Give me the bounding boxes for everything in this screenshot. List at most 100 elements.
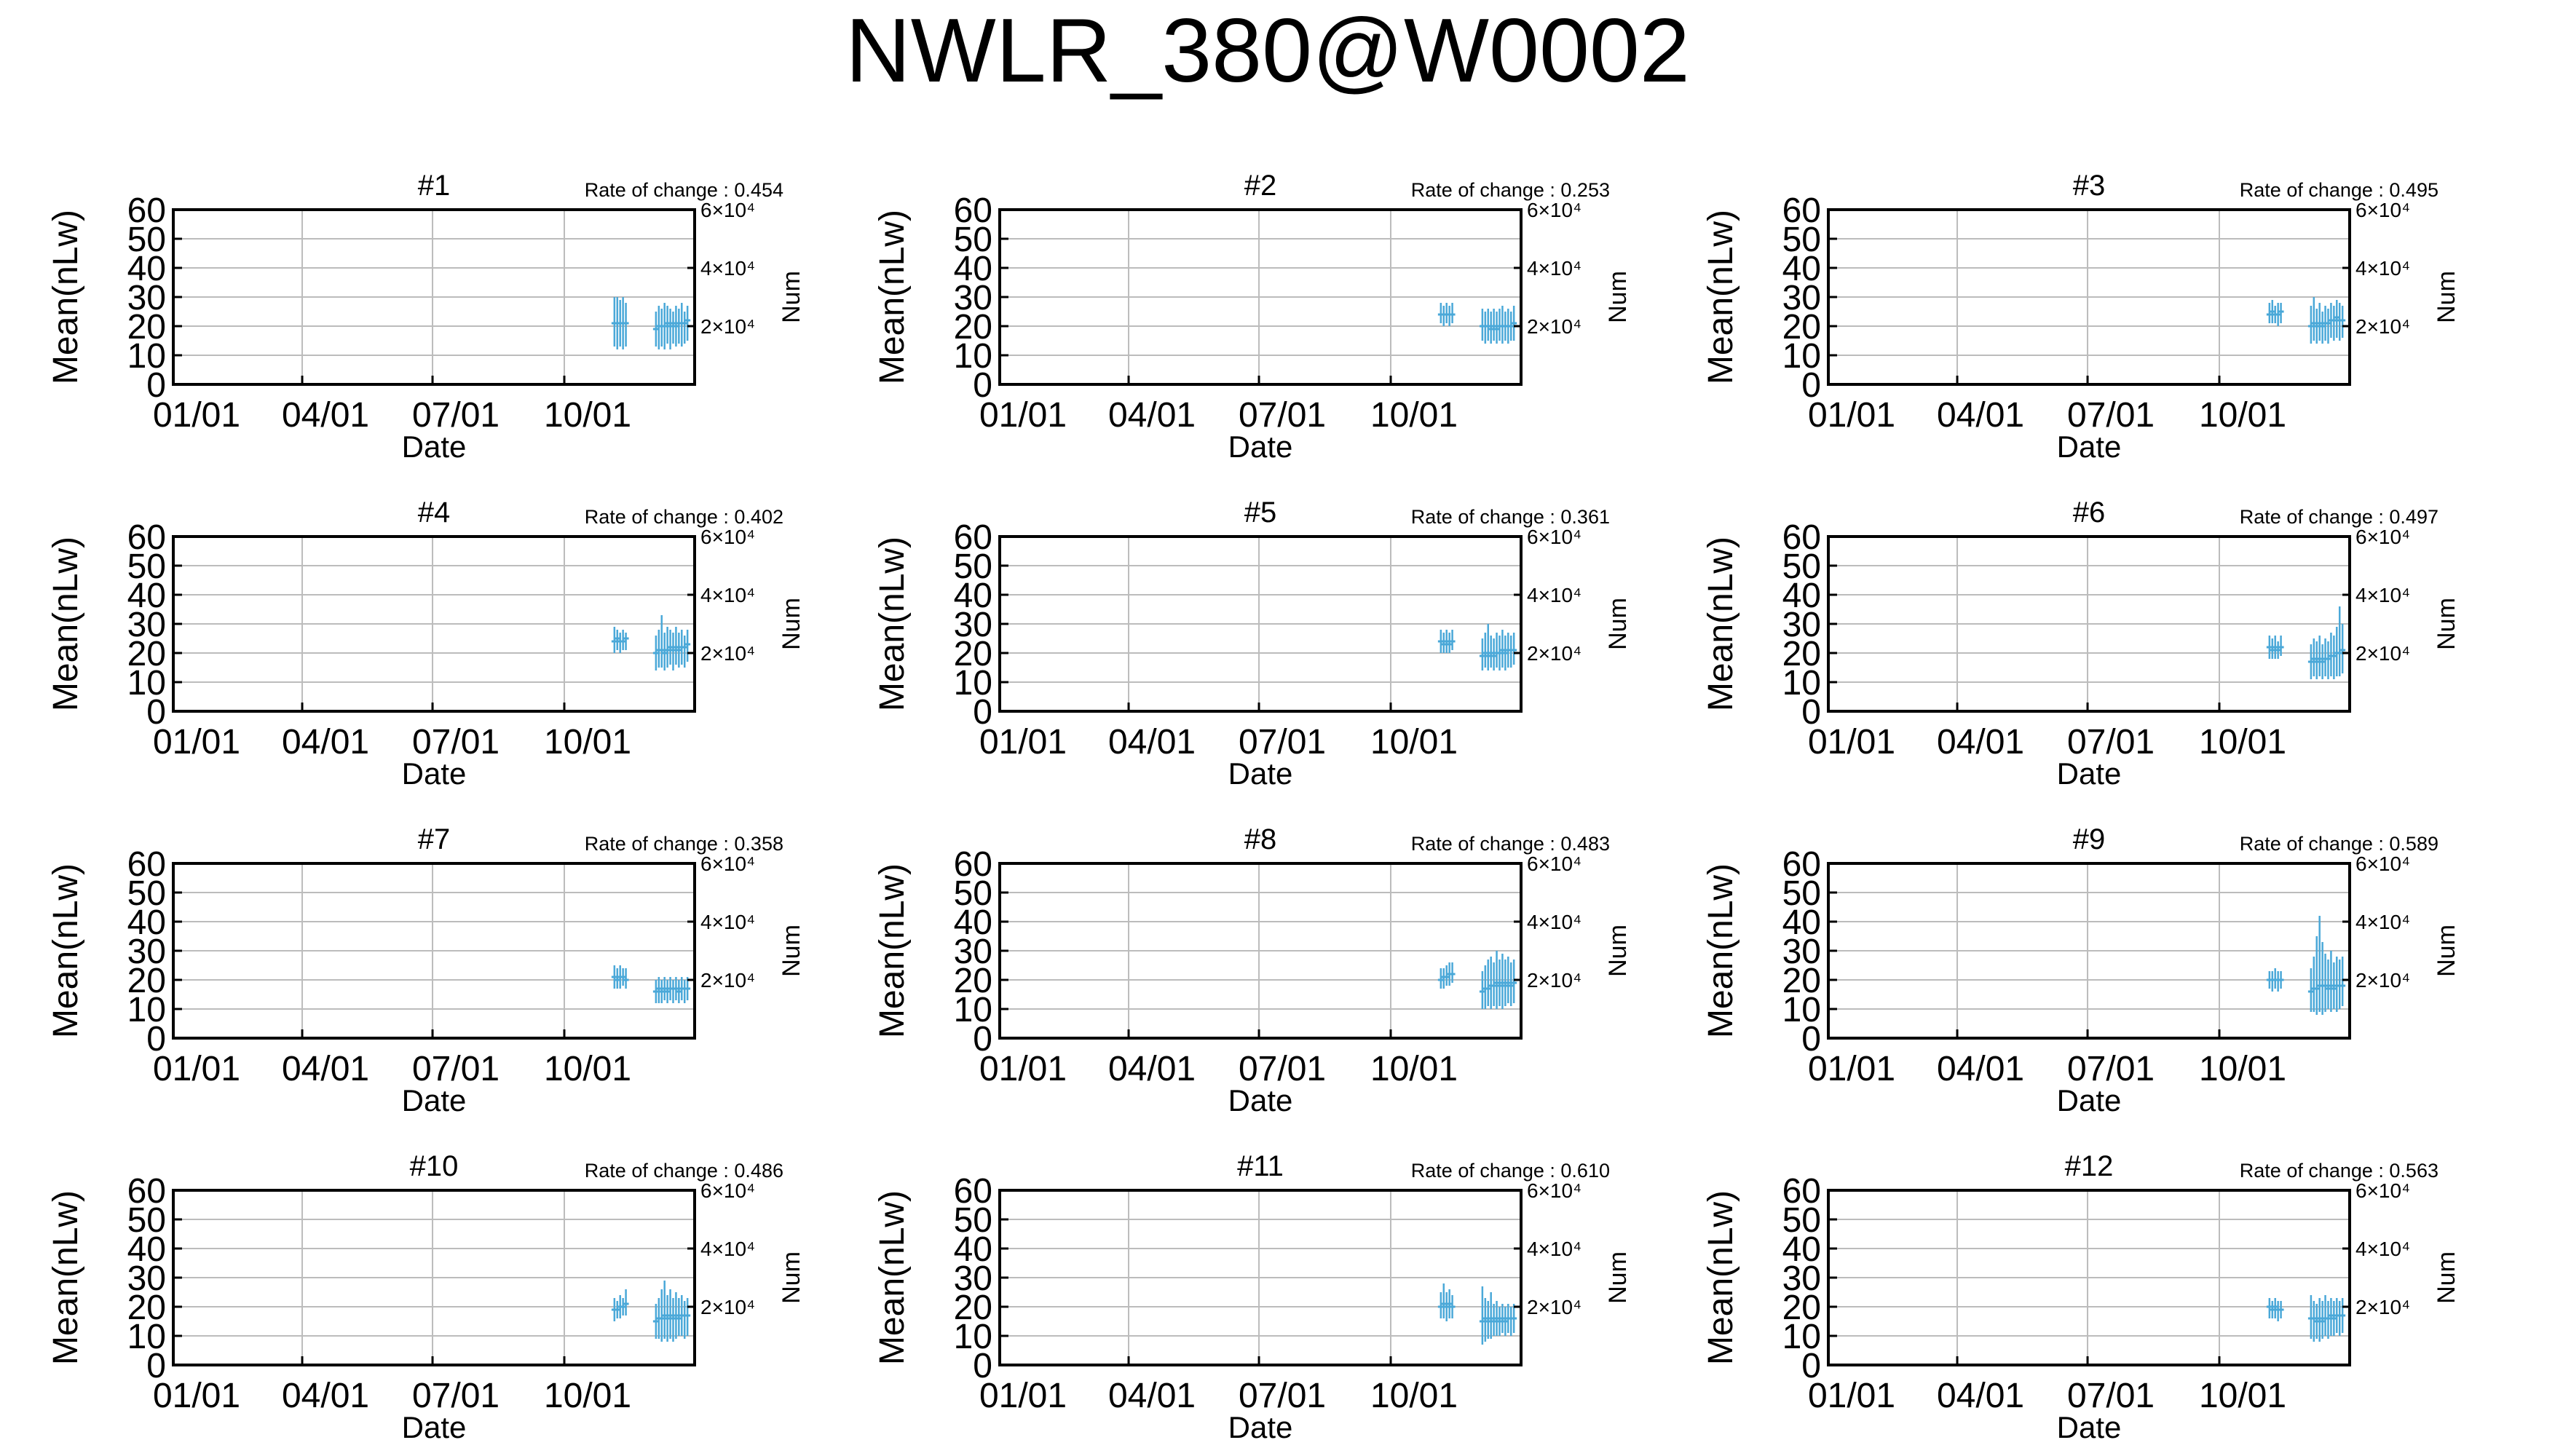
- y2-tick-label: 6×10⁴: [2355, 1179, 2410, 1202]
- y2-axis-label: Num: [1604, 271, 1632, 323]
- y2-tick-label: 4×10⁴: [1527, 584, 1581, 606]
- y-tick-label: 10: [1782, 1318, 1821, 1356]
- y-tick-label: 50: [127, 221, 166, 259]
- y2-axis-label: Num: [778, 925, 805, 977]
- y-tick-label: 40: [954, 577, 992, 615]
- y-tick-label: 50: [127, 1201, 166, 1240]
- y2-tick-label: 6×10⁴: [1527, 526, 1581, 548]
- y-tick-label: 50: [127, 547, 166, 586]
- x-axis-label: Date: [402, 430, 467, 464]
- y2-tick-label: 2×10⁴: [700, 642, 755, 665]
- x-tick-label: 01/01: [153, 723, 240, 761]
- x-tick-label: 04/01: [1108, 396, 1196, 435]
- y-tick-label: 20: [954, 308, 992, 347]
- y2-tick-label: 6×10⁴: [2355, 852, 2410, 875]
- x-tick-label: 10/01: [1370, 396, 1458, 435]
- panel-title: #4: [418, 496, 451, 529]
- x-tick-label: 07/01: [412, 723, 499, 761]
- y-tick-label: 20: [127, 1289, 166, 1327]
- y-tick-label: 40: [954, 1230, 992, 1269]
- y-tick-label: 0: [973, 366, 992, 405]
- y-tick-label: 60: [127, 518, 166, 557]
- y2-tick-label: 4×10⁴: [2355, 584, 2410, 606]
- y-tick-label: 60: [1782, 518, 1821, 557]
- panel-title: #2: [1244, 170, 1277, 202]
- x-tick-label: 10/01: [2199, 1377, 2286, 1415]
- y-axis-label: Mean(nLw): [47, 210, 85, 384]
- y2-tick-label: 6×10⁴: [700, 1179, 755, 1202]
- y-tick-label: 0: [146, 1347, 166, 1385]
- panel-title: #12: [2065, 1150, 2114, 1182]
- x-tick-label: 04/01: [1937, 1377, 2024, 1415]
- panel-title: #10: [410, 1150, 459, 1182]
- y2-tick-label: 6×10⁴: [2355, 526, 2410, 548]
- y-tick-label: 20: [127, 962, 166, 1000]
- x-tick-label: 07/01: [2067, 396, 2155, 435]
- panel-title: #6: [2073, 496, 2106, 529]
- y-tick-label: 20: [1782, 962, 1821, 1000]
- y-tick-label: 30: [127, 1259, 166, 1298]
- y-tick-label: 0: [973, 693, 992, 732]
- y-tick-label: 10: [1782, 337, 1821, 376]
- y2-tick-label: 2×10⁴: [700, 1296, 755, 1318]
- y2-tick-label: 6×10⁴: [2355, 199, 2410, 221]
- x-axis-label: Date: [402, 1083, 467, 1117]
- y-axis-label: Mean(nLw): [47, 863, 85, 1038]
- y-tick-label: 40: [1782, 250, 1821, 288]
- y-tick-label: 40: [127, 1230, 166, 1269]
- x-tick-label: 01/01: [153, 396, 240, 435]
- x-tick-label: 10/01: [2199, 396, 2286, 435]
- x-axis-label: Date: [2057, 1083, 2122, 1117]
- y-tick-label: 20: [127, 635, 166, 673]
- y-tick-label: 0: [973, 1347, 992, 1385]
- x-tick-label: 04/01: [1108, 1050, 1196, 1088]
- y-tick-label: 10: [954, 1318, 992, 1356]
- y-tick-label: 60: [127, 191, 166, 230]
- y-tick-label: 10: [127, 1318, 166, 1356]
- y-tick-label: 10: [954, 664, 992, 703]
- y-tick-label: 50: [1782, 221, 1821, 259]
- y-tick-label: 10: [127, 991, 166, 1029]
- y-tick-label: 0: [1801, 693, 1821, 732]
- x-tick-label: 07/01: [2067, 1377, 2155, 1415]
- y-tick-label: 40: [1782, 577, 1821, 615]
- x-tick-label: 04/01: [1937, 396, 2024, 435]
- rate-of-change-label: Rate of change : 0.361: [1411, 506, 1610, 528]
- y-tick-label: 40: [954, 903, 992, 942]
- y-tick-label: 50: [127, 874, 166, 913]
- y-tick-label: 10: [1782, 991, 1821, 1029]
- y-tick-label: 60: [1782, 191, 1821, 230]
- y2-tick-label: 2×10⁴: [2355, 642, 2410, 665]
- y-tick-label: 60: [127, 845, 166, 884]
- x-tick-label: 10/01: [1370, 1377, 1458, 1415]
- rate-of-change-label: Rate of change : 0.495: [2240, 179, 2438, 201]
- y2-tick-label: 6×10⁴: [700, 526, 755, 548]
- y-tick-label: 60: [1782, 1172, 1821, 1211]
- y2-tick-label: 4×10⁴: [1527, 1238, 1581, 1260]
- x-tick-label: 04/01: [282, 396, 369, 435]
- y-tick-label: 10: [127, 337, 166, 376]
- y2-tick-label: 4×10⁴: [700, 1238, 755, 1260]
- x-tick-label: 01/01: [979, 1050, 1067, 1088]
- rate-of-change-label: Rate of change : 0.483: [1411, 833, 1610, 855]
- x-tick-label: 04/01: [1937, 1050, 2024, 1088]
- x-tick-label: 07/01: [412, 1377, 499, 1415]
- x-tick-label: 01/01: [153, 1377, 240, 1415]
- y-tick-label: 30: [1782, 1259, 1821, 1298]
- y-tick-label: 0: [1801, 1020, 1821, 1059]
- rate-of-change-label: Rate of change : 0.358: [585, 833, 783, 855]
- x-tick-label: 07/01: [1239, 723, 1326, 761]
- y2-tick-label: 4×10⁴: [2355, 911, 2410, 933]
- y2-tick-label: 6×10⁴: [700, 199, 755, 221]
- y-axis-label: Mean(nLw): [873, 863, 912, 1038]
- x-tick-label: 10/01: [544, 1377, 631, 1415]
- rate-of-change-label: Rate of change : 0.610: [1411, 1160, 1610, 1182]
- x-tick-label: 04/01: [282, 723, 369, 761]
- y-tick-label: 60: [954, 1172, 992, 1211]
- x-tick-label: 07/01: [1239, 1377, 1326, 1415]
